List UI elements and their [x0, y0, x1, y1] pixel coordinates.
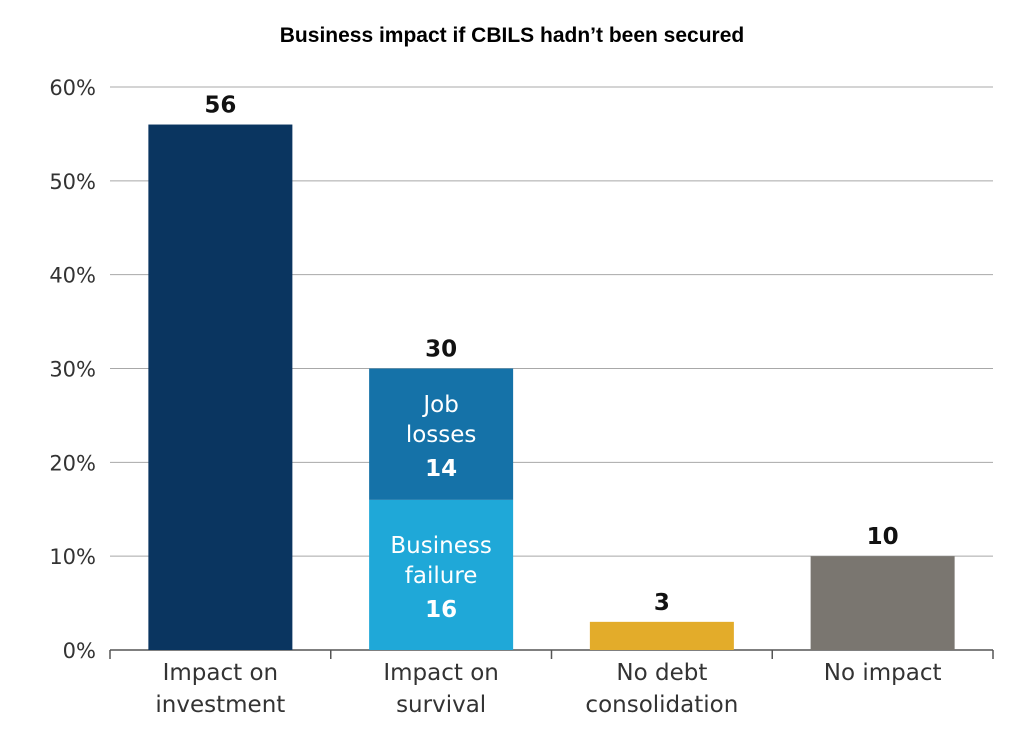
x-category-label: investment — [155, 692, 285, 718]
segment-label: losses — [406, 422, 477, 448]
x-axis: Impact on investment Impact on survival No d… — [109, 650, 994, 718]
x-category-label: survival — [396, 692, 486, 718]
chart-title: Business impact if CBILS hadn’t been sec… — [279, 24, 745, 47]
bar-total-label: 56 — [204, 93, 236, 119]
y-tick-label: 30% — [49, 358, 96, 382]
x-category-label: No impact — [824, 660, 942, 686]
bar — [589, 621, 734, 650]
x-category-label: Impact on — [383, 660, 499, 686]
bar-total-label: 30 — [425, 337, 457, 363]
segment-value-label: 14 — [425, 456, 457, 482]
bar — [810, 556, 955, 650]
bars: 56 Business failure 16 Job losses 14 30 3 10 — [148, 93, 955, 651]
y-tick-label: 50% — [49, 170, 96, 194]
x-category-label: consolidation — [585, 692, 738, 718]
y-tick-label: 40% — [49, 264, 96, 288]
x-category-label: No debt — [616, 660, 707, 686]
y-tick-label: 20% — [49, 451, 96, 475]
y-axis: 0% 10% 20% 30% 40% 50% 60% — [49, 76, 96, 663]
bar — [148, 124, 293, 651]
y-tick-label: 10% — [49, 545, 96, 569]
y-tick-label: 0% — [63, 639, 96, 663]
y-tick-label: 60% — [49, 76, 96, 100]
segment-label: Business — [390, 533, 491, 559]
segment-label: failure — [405, 563, 478, 589]
segment-value-label: 16 — [425, 597, 457, 623]
x-category-label: Impact on — [163, 660, 279, 686]
bar-total-label: 3 — [654, 590, 670, 616]
bar-segment — [369, 368, 514, 500]
bar-segment — [369, 499, 514, 650]
bar-total-label: 10 — [867, 524, 899, 550]
segment-label: Job — [421, 392, 458, 418]
